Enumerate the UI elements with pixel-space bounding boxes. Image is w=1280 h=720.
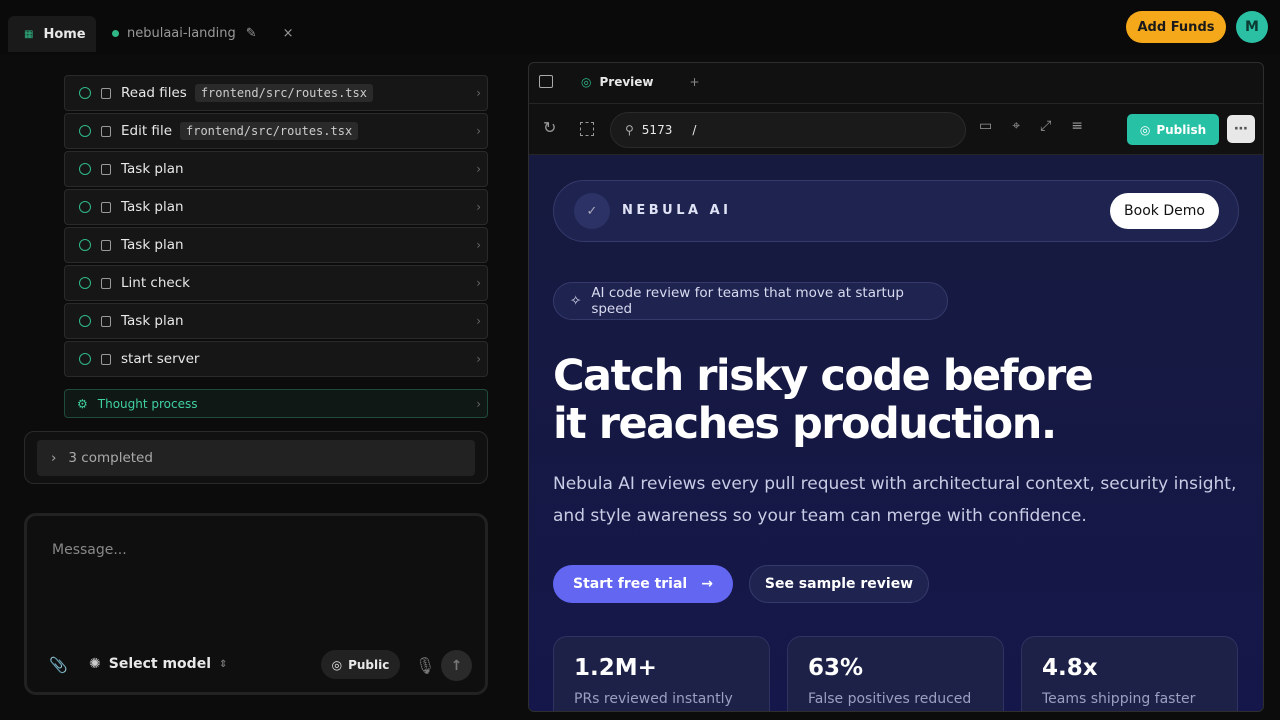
chevron: › (476, 200, 481, 214)
stat-value: 1.2M+ (574, 655, 657, 681)
port: 5173 (641, 123, 673, 137)
completed-panel: › 3 completed (24, 431, 488, 484)
start-trial-label: Start free trial (573, 576, 688, 592)
stat-card: 1.2M+ PRs reviewed instantly (553, 636, 770, 711)
toolbar: ↻ ⚲ 5173/ ▭⌖⤢≡ ◎ Publish ⋯ (529, 103, 1263, 155)
step-row[interactable]: Task plan › (64, 303, 488, 339)
check-icon (79, 239, 91, 251)
badge: ✧ AI code review for teams that move at s… (553, 282, 948, 320)
check-icon (79, 201, 91, 213)
step-icon (101, 201, 111, 213)
thought-label: Thought process (97, 396, 198, 411)
site-nav: ✓ NEBULA AI Book Demo (553, 180, 1239, 242)
badge-text: AI code review for teams that move at st… (591, 285, 904, 317)
home-tab[interactable]: ▦ Home (8, 16, 96, 52)
brand: NEBULA AI (622, 203, 732, 218)
visibility-label: Public (348, 657, 390, 672)
sample-review-button[interactable]: See sample review (749, 565, 929, 603)
publish-label: Publish (1156, 122, 1207, 137)
step-icon (101, 125, 111, 137)
mic-button[interactable]: 🎙 (415, 656, 436, 675)
attach-button[interactable]: 📎 (49, 656, 68, 674)
step-row[interactable]: Task plan › (64, 189, 488, 225)
chevron: › (476, 162, 481, 176)
step-row[interactable]: Edit file frontend/src/routes.tsx › (64, 113, 488, 149)
stat-card: 63% False positives reduced (787, 636, 1004, 711)
check-icon (79, 315, 91, 327)
home-tab-label: Home (43, 26, 86, 42)
completed-label: 3 completed (68, 450, 153, 466)
stat-label: Teams shipping faster (1042, 691, 1196, 707)
composer: Message... 📎 ✺ Select model ⇕ ◎ Public 🎙 ↑ (24, 513, 488, 695)
check-icon (79, 125, 91, 137)
stat-card: 4.8x Teams shipping faster (1021, 636, 1238, 711)
step-row[interactable]: Task plan › (64, 151, 488, 187)
stat-label: PRs reviewed instantly (574, 691, 733, 707)
send-button[interactable]: ↑ (441, 650, 472, 681)
step-icon (101, 277, 111, 289)
sidebar-toggle[interactable] (539, 75, 553, 88)
check-icon (79, 353, 91, 365)
select-button[interactable] (580, 122, 594, 136)
chevron: › (476, 124, 481, 138)
top-bar (0, 0, 1280, 54)
step-row[interactable]: start server › (64, 341, 488, 377)
preview-tab-label: Preview (599, 75, 654, 89)
step-icon (101, 87, 111, 99)
chevron: › (476, 352, 481, 366)
step-row[interactable]: Task plan › (64, 227, 488, 263)
step-code: frontend/src/routes.tsx (194, 84, 373, 102)
project-tab[interactable]: nebulaai-landing ✎ × (112, 26, 294, 41)
step-label: Task plan (121, 313, 184, 329)
project-tab-label: nebulaai-landing (127, 26, 236, 41)
preview-tab[interactable]: ◎ Preview + (581, 75, 700, 89)
completed-toggle[interactable]: › 3 completed (37, 440, 475, 476)
add-funds-button[interactable]: Add Funds (1126, 11, 1226, 43)
step-label: Task plan (121, 237, 184, 253)
chevron: › (476, 276, 481, 290)
step-label: start server (121, 351, 200, 367)
step-label: Edit file (121, 123, 172, 139)
stat-label: False positives reduced (808, 691, 972, 707)
step-icon (101, 315, 111, 327)
model-select[interactable]: ✺ Select model ⇕ (89, 656, 228, 672)
step-icon (101, 163, 111, 175)
check-icon (79, 163, 91, 175)
chevron: › (476, 86, 481, 100)
start-trial-button[interactable]: Start free trial → (553, 565, 733, 603)
step-label: Task plan (121, 161, 184, 177)
step-label: Read files (121, 85, 187, 101)
avatar[interactable]: M (1236, 11, 1268, 43)
stat-value: 63% (808, 655, 864, 681)
url-bar[interactable]: ⚲ 5173/ (610, 112, 966, 148)
path: / (692, 123, 697, 137)
check-icon (79, 87, 91, 99)
chevron: › (476, 238, 481, 252)
more-button[interactable]: ⋯ (1227, 115, 1255, 143)
step-icon (101, 353, 111, 365)
site-preview: ✓ NEBULA AI Book Demo ✧ AI code review fo… (529, 155, 1263, 711)
step-label: Task plan (121, 199, 184, 215)
chevron: › (476, 314, 481, 328)
step-code: frontend/src/routes.tsx (180, 122, 359, 140)
step-row[interactable]: Read files frontend/src/routes.tsx › (64, 75, 488, 111)
stat-value: 4.8x (1042, 655, 1098, 681)
step-icon (101, 239, 111, 251)
reload-button[interactable]: ↻ (543, 118, 557, 137)
model-label: Select model (108, 656, 211, 672)
step-label: Lint check (121, 275, 190, 291)
view-tools[interactable]: ▭⌖⤢≡ (979, 118, 1104, 134)
thought-process[interactable]: ⚙ Thought process › (64, 389, 488, 418)
lead: Nebula AI reviews every pull request wit… (553, 474, 1237, 526)
publish-button[interactable]: ◎ Publish (1127, 114, 1219, 145)
check-icon (79, 277, 91, 289)
headline: Catch risky code before it reaches produ… (553, 351, 1094, 449)
book-demo-button[interactable]: Book Demo (1110, 193, 1219, 229)
visibility-button[interactable]: ◎ Public (321, 650, 400, 679)
message-input[interactable]: Message... (52, 542, 127, 558)
step-row[interactable]: Lint check › (64, 265, 488, 301)
preview-panel: ◎ Preview + ↻ ⚲ 5173/ ▭⌖⤢≡ ◎ Publish ⋯ ✓ NEB… (528, 62, 1264, 712)
